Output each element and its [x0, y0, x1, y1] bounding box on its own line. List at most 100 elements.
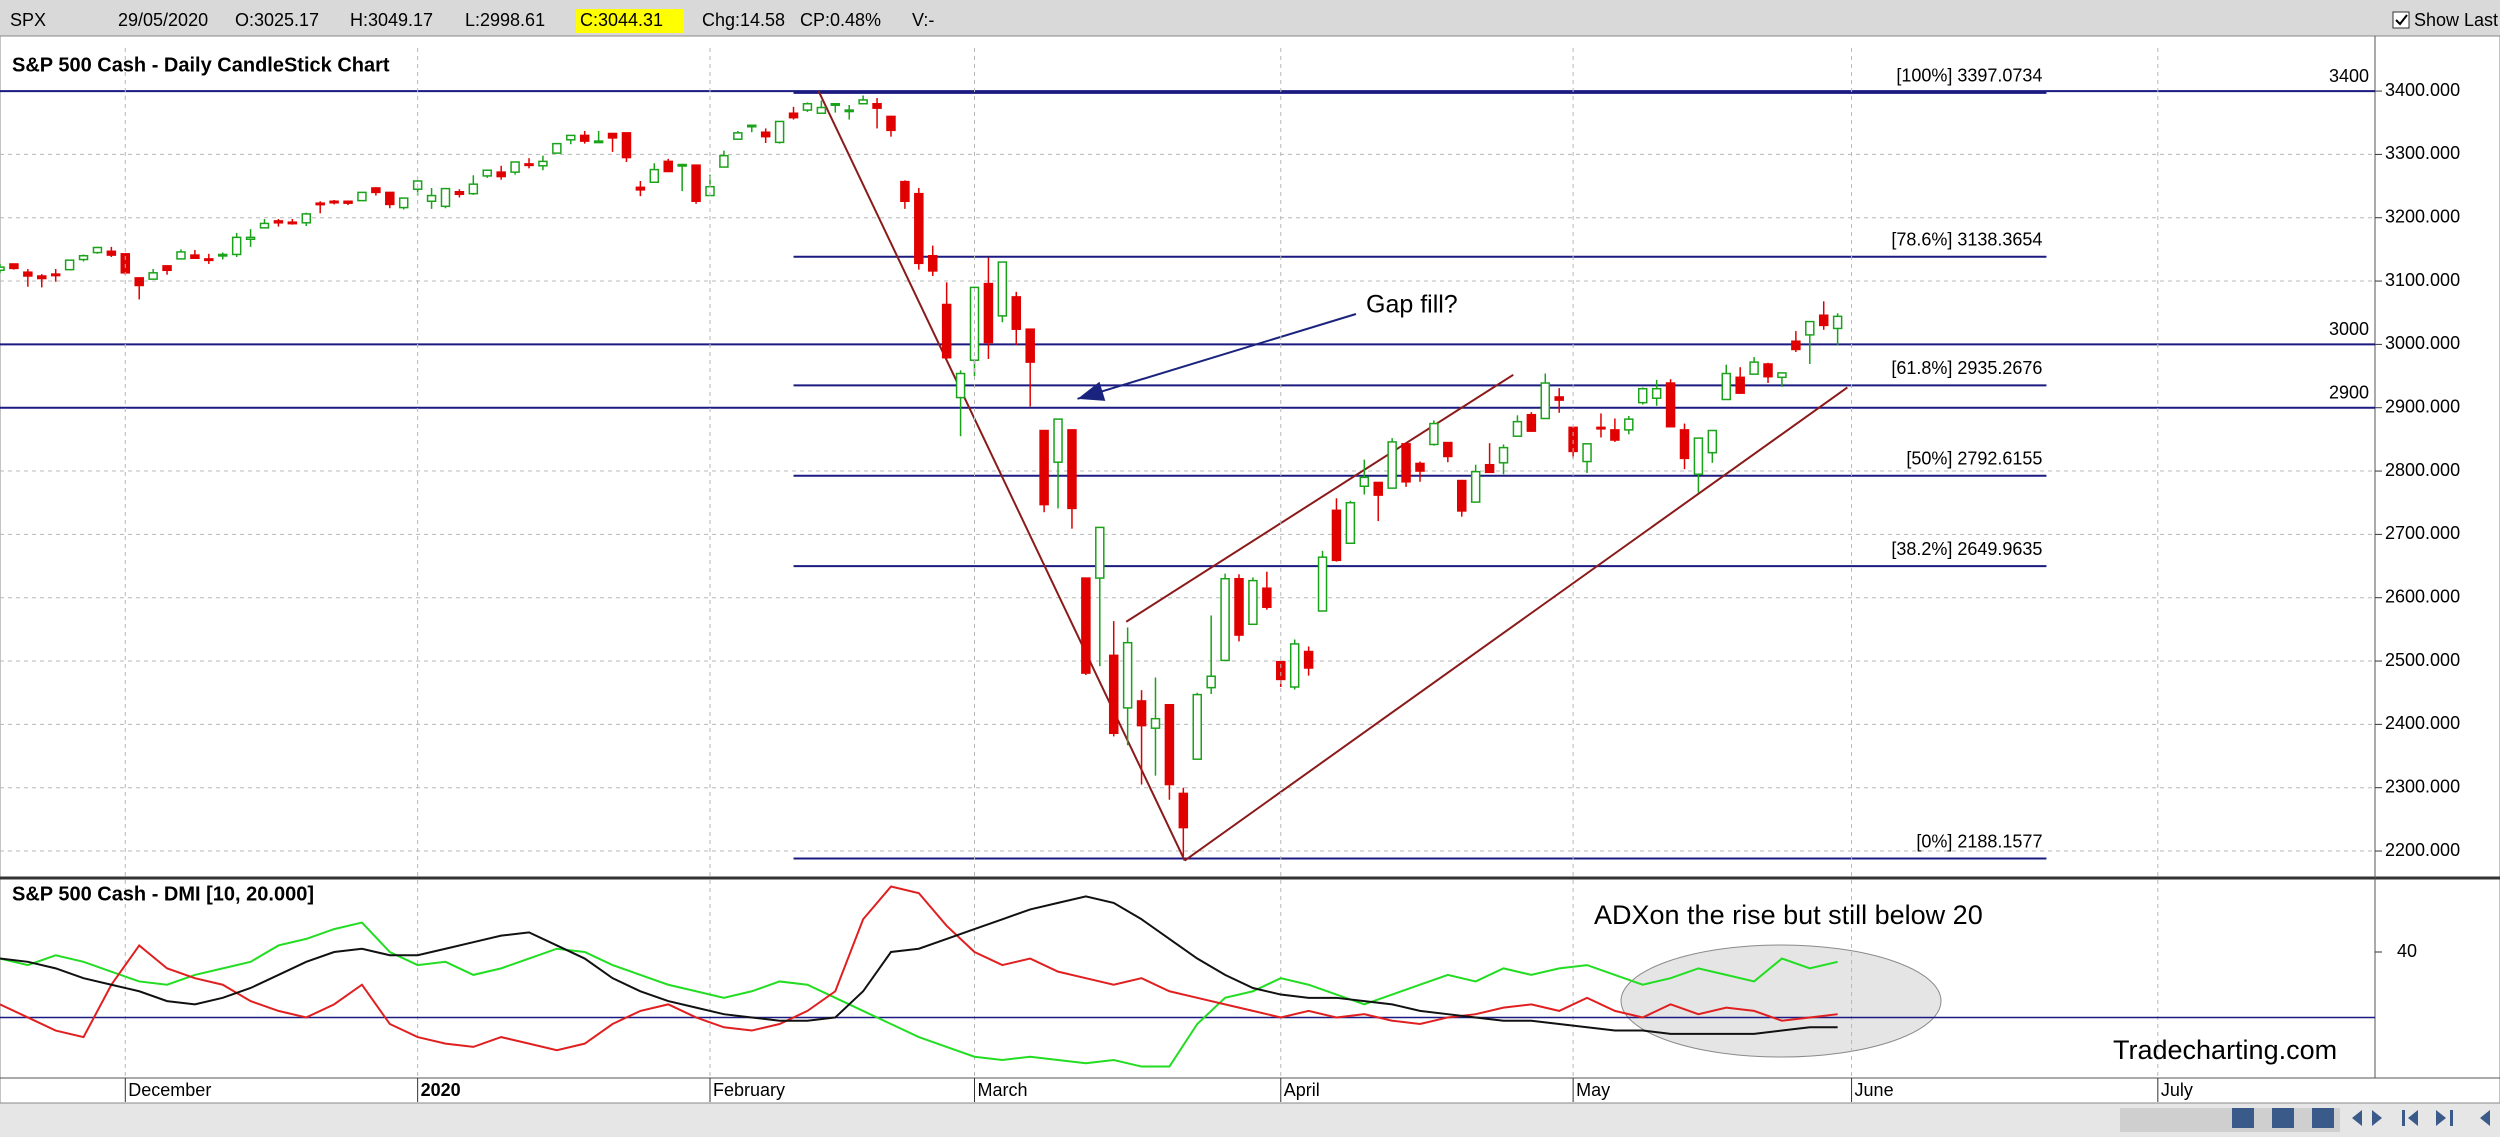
- highlight-box: [576, 9, 684, 33]
- header-bar: [0, 0, 2500, 36]
- scroll-thumb[interactable]: [2120, 1108, 2340, 1132]
- y-tick-label: 2700.000: [2385, 523, 2460, 543]
- candle-body: [1679, 429, 1690, 460]
- nav-buttons[interactable]: [2232, 1108, 2490, 1128]
- fib-label: [100%] 3397.0734: [1896, 66, 2042, 86]
- header-field: C:3044.31: [580, 10, 663, 30]
- trend-line: [1125, 373, 1514, 623]
- fib-label: [38.2%] 2649.9635: [1891, 539, 2042, 559]
- nav-button[interactable]: [2436, 1110, 2453, 1126]
- candle-body: [9, 263, 19, 270]
- candle-body: [663, 160, 673, 173]
- y-tick-label: 2600.000: [2385, 586, 2460, 606]
- candle-body: [37, 275, 47, 280]
- candle-body: [1178, 792, 1189, 829]
- nav-button[interactable]: [2352, 1110, 2382, 1126]
- candle-body: [1234, 577, 1244, 636]
- candle-body: [733, 132, 743, 140]
- candle-body: [217, 253, 228, 257]
- highlight-ellipse: [1620, 944, 1942, 1058]
- arrow-head: [1077, 381, 1106, 401]
- fib-label: [0%] 2188.1577: [1916, 831, 2042, 851]
- candle-body: [64, 259, 75, 271]
- nav-button[interactable]: [2272, 1108, 2294, 1128]
- candle-body: [1763, 363, 1773, 378]
- candle-body: [440, 187, 451, 208]
- candle-body: [983, 282, 994, 344]
- header-field: V:-: [912, 10, 934, 30]
- candle-body: [385, 191, 395, 206]
- candle-body: [1108, 654, 1119, 734]
- candle-body: [50, 273, 61, 277]
- candle-body: [1011, 296, 1022, 330]
- candle-body: [1637, 387, 1648, 404]
- candle-body: [0, 266, 5, 272]
- candle-body: [914, 192, 924, 265]
- candle-body: [1081, 577, 1091, 674]
- candle-body: [134, 277, 144, 287]
- candle-body: [176, 251, 186, 260]
- y-tick-label: 2400.000: [2385, 713, 2460, 733]
- nav-button[interactable]: [2402, 1110, 2418, 1126]
- chart-title: S&P 500 Cash - DMI [10, 20.000]: [12, 883, 314, 905]
- nav-button[interactable]: [2312, 1108, 2334, 1128]
- x-tick-label: December: [128, 1080, 211, 1100]
- candle-body: [1415, 462, 1425, 472]
- candle-body: [649, 168, 660, 184]
- level-label: 2900: [2329, 382, 2369, 402]
- candle-body: [621, 132, 632, 159]
- candle-body: [398, 197, 409, 209]
- candle-body: [635, 186, 646, 191]
- candle-body: [1749, 361, 1759, 375]
- candle-body: [538, 160, 548, 167]
- candle-body: [1067, 429, 1077, 510]
- checkbox[interactable]: [2392, 11, 2410, 29]
- candle-body: [1095, 526, 1105, 579]
- level-label: 3400: [2329, 66, 2369, 86]
- candle-body: [1735, 376, 1745, 394]
- fib-label: [50%] 2792.6155: [1906, 448, 2042, 468]
- candle-body: [1122, 641, 1133, 709]
- chart-title: S&P 500 Cash - Daily CandleStick Chart: [12, 54, 390, 76]
- x-tick-label: May: [1576, 1080, 1610, 1100]
- candle-body: [1053, 418, 1063, 463]
- candle-body: [830, 102, 841, 106]
- candle-body: [1540, 382, 1551, 420]
- candle-body: [760, 131, 771, 138]
- candle-body: [329, 200, 339, 204]
- candle-body: [1373, 481, 1383, 496]
- y-tick-label: 2900.000: [2385, 396, 2460, 416]
- candle-body: [941, 303, 952, 359]
- candle-body: [259, 222, 270, 229]
- candle-body: [454, 191, 465, 196]
- candle-body: [900, 180, 910, 203]
- candle-body: [106, 250, 117, 256]
- candle-body: [510, 161, 520, 173]
- trend-line: [817, 90, 1186, 861]
- candle-body: [1470, 470, 1481, 503]
- dmi-line: [0, 895, 1838, 1035]
- header-field: CP:0.48%: [800, 10, 881, 30]
- nav-button[interactable]: [2232, 1108, 2254, 1128]
- y-tick-label: 2800.000: [2385, 460, 2460, 480]
- candle-body: [1443, 441, 1453, 458]
- candle-body: [92, 246, 103, 254]
- candle-body: [1484, 463, 1495, 474]
- candle-body: [496, 171, 506, 178]
- header-field: Chg:14.58: [702, 10, 785, 30]
- level-label: 3000: [2329, 319, 2369, 339]
- candle-body: [78, 254, 89, 261]
- candle-body: [566, 134, 576, 141]
- candle-body: [719, 154, 729, 168]
- candle-body: [1248, 579, 1258, 626]
- scrollbar[interactable]: [0, 1103, 2500, 1137]
- candle-body: [1136, 700, 1147, 727]
- candle-body: [1262, 587, 1272, 608]
- show-last-label[interactable]: Show Last: [2414, 10, 2498, 30]
- candle-body: [607, 132, 618, 139]
- candle-body: [1818, 314, 1829, 327]
- x-tick-label: June: [1855, 1080, 1894, 1100]
- candle-body: [524, 163, 534, 167]
